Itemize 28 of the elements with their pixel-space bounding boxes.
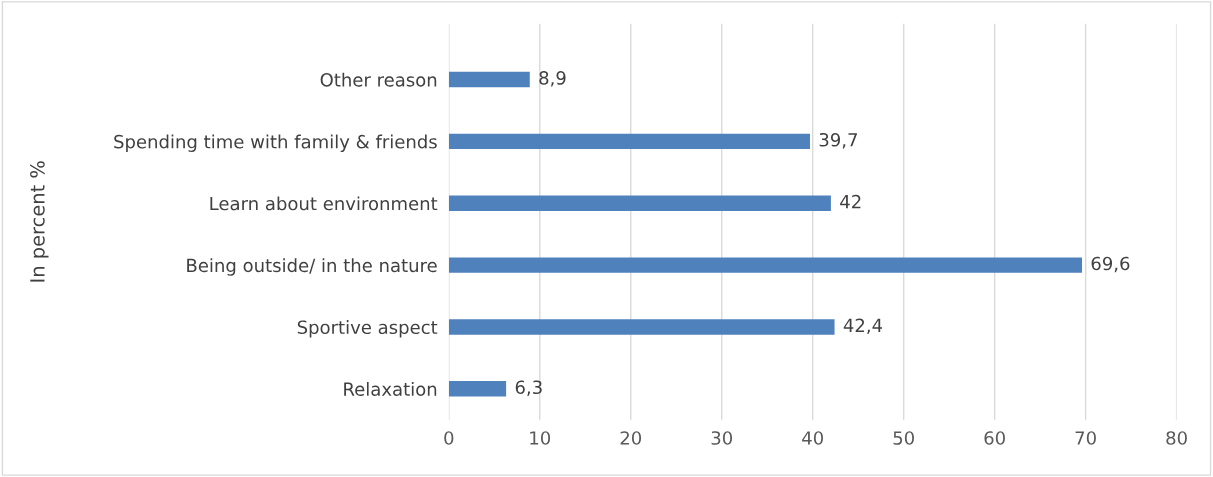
y-tick-label: Learn about environment — [210, 196, 438, 211]
x-tick-label: 80 — [1166, 431, 1187, 445]
x-tick-label: 10 — [530, 431, 551, 445]
bar — [448, 257, 1082, 273]
x-tick-label: 40 — [802, 431, 823, 445]
data-label: 6,3 — [515, 380, 542, 396]
y-axis-title: In percent % — [30, 161, 49, 282]
y-tick-label: Being outside/ in the nature — [187, 258, 437, 276]
data-label: 8,9 — [539, 71, 566, 87]
data-label: 39,7 — [819, 132, 857, 149]
bar — [448, 195, 831, 211]
data-label: 42,4 — [843, 318, 883, 335]
x-tick-label: 60 — [984, 431, 1005, 445]
data-label: 69,6 — [1091, 256, 1130, 273]
y-tick-label: Other reason — [320, 72, 437, 87]
x-tick-label: 70 — [1075, 431, 1096, 445]
x-tick-label: 30 — [711, 431, 733, 445]
bar — [448, 319, 835, 335]
x-tick-label: 50 — [893, 431, 914, 445]
bar — [448, 71, 530, 88]
x-tick-label: 0 — [444, 431, 454, 445]
y-tick-label: Sportive aspect — [297, 320, 438, 338]
bar — [448, 381, 507, 397]
x-tick-label: 20 — [620, 431, 642, 445]
data-label: 42 — [840, 194, 861, 209]
y-tick-label: Spending time with family & friends — [114, 134, 437, 152]
y-tick-label: Relaxation — [344, 381, 437, 396]
bar — [448, 133, 810, 150]
